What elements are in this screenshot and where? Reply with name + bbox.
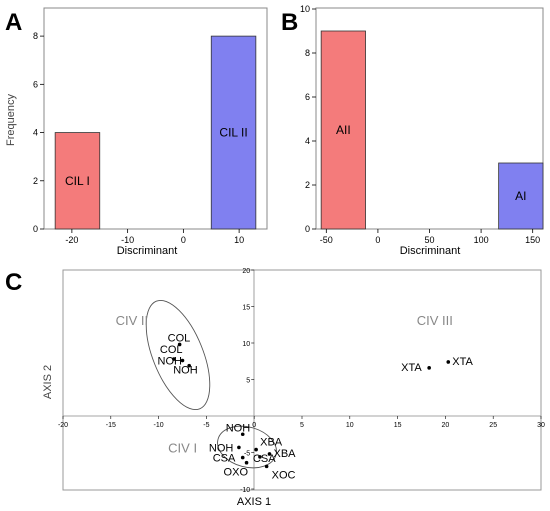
x-tick-label-b-3: 100 xyxy=(474,235,489,245)
point-7 xyxy=(237,445,241,450)
point-label-1: COL xyxy=(160,344,183,356)
point-6 xyxy=(240,432,245,437)
x-tick-label-c-5: 5 xyxy=(300,422,304,429)
bar-label-a-0: CIL I xyxy=(65,174,90,188)
y-tick-label-b-1: 2 xyxy=(305,180,310,190)
bar-label-b-0: AII xyxy=(336,123,351,137)
x-tick-label-c-2: -10 xyxy=(154,422,164,429)
y-tick-label-c-0: -10 xyxy=(240,487,250,494)
x-tick-label-c-9: 25 xyxy=(489,422,497,429)
x-axis-title-a: Discriminant xyxy=(117,245,178,257)
x-tick-label-b-2: 50 xyxy=(424,235,434,245)
point-11 xyxy=(258,455,262,459)
panel-letter-b: B xyxy=(281,9,298,36)
bar-b-1 xyxy=(498,162,544,230)
y-tick-label-c-5: 20 xyxy=(242,268,250,275)
group-label-0: CIV II xyxy=(116,313,149,328)
y-tick-label-c-3: 10 xyxy=(242,341,250,348)
y-axis-title-a: Frequency xyxy=(5,94,17,146)
point-label-6: NOH xyxy=(226,422,251,434)
x-tick-label-c-7: 15 xyxy=(394,422,402,429)
point-12 xyxy=(244,460,249,465)
y-tick-label-a-2: 4 xyxy=(33,128,38,138)
y-tick-label-b-2: 4 xyxy=(305,136,310,146)
point-5 xyxy=(446,360,451,364)
bar-a-1 xyxy=(210,35,257,230)
x-axis-title-c: AXIS 1 xyxy=(237,496,271,508)
point-0 xyxy=(177,342,182,347)
y-tick-label-a-3: 6 xyxy=(33,79,38,89)
point-3 xyxy=(187,363,191,368)
point-4 xyxy=(427,366,431,370)
y-tick-label-a-1: 2 xyxy=(33,176,38,186)
point-label-10: CSA xyxy=(213,453,236,465)
x-tick-label-c-6: 10 xyxy=(346,422,354,429)
chart-a: CIL I CIL II -20 -10 0 10 0 2 4 6 8 Discriminant… xyxy=(5,7,268,257)
point-label-13: XOC xyxy=(272,469,296,481)
y-tick-label-b-0: 0 xyxy=(305,224,310,234)
point-2 xyxy=(180,358,185,363)
bar-a-0 xyxy=(54,132,101,230)
x-tick-label-b-0: -50 xyxy=(320,235,333,245)
x-tick-label-b-4: 150 xyxy=(525,235,540,245)
y-tick-label-b-3: 6 xyxy=(305,92,310,102)
confidence-ellipse-civ-i xyxy=(217,425,277,469)
y-tick-label-c-4: 15 xyxy=(242,305,250,312)
group-label-2: CIV I xyxy=(168,441,197,456)
y-tick-label-b-4: 8 xyxy=(305,48,310,58)
point-label-8: XBA xyxy=(260,437,283,449)
x-tick-label-b-1: 0 xyxy=(375,235,380,245)
point-label-0: COL xyxy=(168,332,191,344)
x-tick-label-a-1: -10 xyxy=(121,235,134,245)
plot-area-c xyxy=(62,269,542,491)
x-axis-title-b: Discriminant xyxy=(400,245,461,257)
bar-label-a-1: CIL II xyxy=(219,126,247,140)
y-tick-label-a-4: 8 xyxy=(33,31,38,41)
chart-c: -20 -15 -10 -5 0 5 10 15 20 25 30 -10 -5 5 10 15 20 CIV… xyxy=(42,268,545,508)
y-axis-title-c: AXIS 2 xyxy=(42,365,54,399)
x-tick-label-c-10: 30 xyxy=(537,422,545,429)
y-tick-label-b-5: 10 xyxy=(300,4,310,14)
x-tick-label-c-4: 0 xyxy=(252,422,256,429)
point-1 xyxy=(172,357,176,361)
point-label-9: XBA xyxy=(273,448,296,460)
y-tick-label-c-1: -5 xyxy=(244,451,250,458)
x-tick-label-c-0: -20 xyxy=(58,422,68,429)
point-9 xyxy=(267,452,272,456)
x-tick-label-c-8: 20 xyxy=(442,422,450,429)
bar-label-b-1: AI xyxy=(515,189,526,203)
point-label-12: OXO xyxy=(224,467,249,479)
point-8 xyxy=(254,447,258,452)
x-tick-label-a-0: -20 xyxy=(65,235,78,245)
point-label-2: NOH xyxy=(158,356,183,368)
point-label-7: NOH xyxy=(209,442,234,454)
group-label-1: CIV III xyxy=(417,313,453,328)
panel-letter-a: A xyxy=(5,9,22,36)
chart-b: AII AI -50 0 50 100 150 0 2 4 6 8 10 Discriminant xyxy=(300,4,544,257)
x-tick-label-a-3: 10 xyxy=(234,235,244,245)
point-label-11: CSA xyxy=(253,453,276,465)
y-tick-label-a-0: 0 xyxy=(33,224,38,234)
x-tick-label-c-1: -15 xyxy=(106,422,116,429)
x-tick-label-c-3: -5 xyxy=(203,422,209,429)
point-10 xyxy=(240,455,245,460)
point-13 xyxy=(264,464,269,469)
point-label-4: XTA xyxy=(401,362,422,374)
y-tick-label-c-2: 5 xyxy=(246,378,250,385)
point-label-3: NOH xyxy=(173,365,198,377)
point-label-5: XTA xyxy=(452,356,473,368)
confidence-ellipse-civ-ii xyxy=(145,299,211,411)
panel-letter-c: C xyxy=(5,269,22,296)
bar-b-0 xyxy=(320,30,366,230)
x-tick-label-a-2: 0 xyxy=(181,235,186,245)
